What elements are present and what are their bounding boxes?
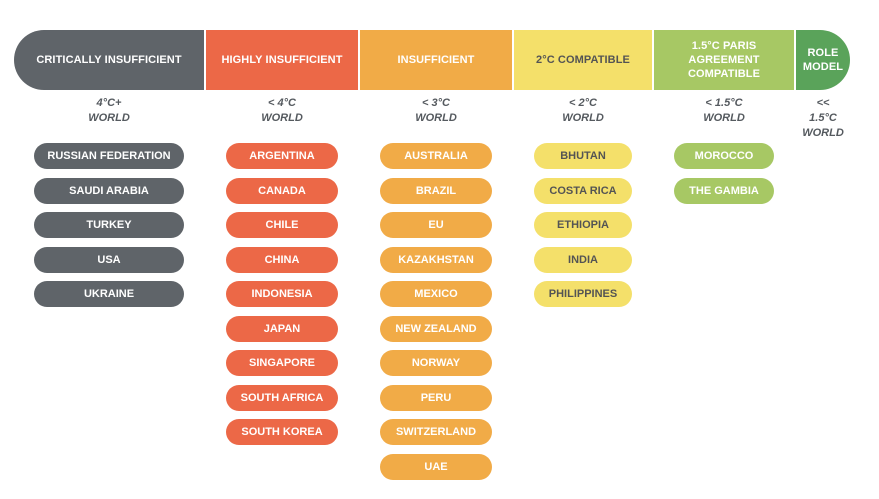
world-label-role-model: << 1.5°C WORLD	[802, 97, 844, 139]
country-pill: BHUTAN	[534, 143, 632, 169]
country-pill: SINGAPORE	[226, 350, 338, 376]
world-label-critically-insufficient: 4°C+ WORLD	[88, 97, 130, 124]
country-pill: CHINA	[226, 246, 338, 273]
country-pill: RUSSIAN FEDERATION	[34, 143, 184, 169]
country-pill: SAUDI ARABIA	[34, 177, 184, 204]
country-list-critically-insufficient: RUSSIAN FEDERATION SAUDI ARABIA TURKEY USA U…	[34, 143, 184, 316]
header-paris-compatible: 1.5°C PARIS AGREEMENT COMPATIBLE	[654, 30, 794, 90]
country-pill: UKRAINE	[34, 281, 184, 307]
country-pill: PHILIPPINES	[534, 281, 632, 307]
country-pill: USA	[34, 246, 184, 273]
world-label-paris-compatible: < 1.5°C WORLD	[703, 97, 745, 124]
country-pill: NORWAY	[380, 350, 492, 376]
column-critically-insufficient: 4°C+ WORLD RUSSIAN FEDERATION SAUDI ARABIA…	[14, 96, 204, 488]
header-highly-insufficient: HIGHLY INSUFFICIENT	[206, 30, 358, 90]
country-pill: SOUTH KOREA	[226, 419, 338, 445]
header-insufficient: INSUFFICIENT	[360, 30, 512, 90]
header-role-model: ROLE MODEL	[796, 30, 850, 90]
rating-columns: 4°C+ WORLD RUSSIAN FEDERATION SAUDI ARABIA…	[14, 96, 850, 488]
column-insufficient: < 3°C WORLD AUSTRALIA BRAZIL EU KAZAKHSTAN ME…	[360, 96, 512, 488]
header-critically-insufficient: CRITICALLY INSUFFICIENT	[14, 30, 204, 90]
country-pill: EU	[380, 212, 492, 238]
country-pill: ARGENTINA	[226, 143, 338, 169]
country-pill: INDONESIA	[226, 281, 338, 307]
header-two-degree-compatible: 2°C COMPATIBLE	[514, 30, 652, 90]
column-paris-compatible: < 1.5°C WORLD MOROCCO THE GAMBIA	[654, 96, 794, 488]
world-label-insufficient: < 3°C WORLD	[415, 97, 457, 124]
country-list-paris-compatible: MOROCCO THE GAMBIA	[674, 143, 774, 212]
country-pill: KAZAKHSTAN	[380, 246, 492, 273]
country-pill: PERU	[380, 384, 492, 411]
country-pill: MEXICO	[380, 281, 492, 307]
column-highly-insufficient: < 4°C WORLD ARGENTINA CANADA CHILE CHINA INDO…	[206, 96, 358, 488]
country-pill: AUSTRALIA	[380, 143, 492, 169]
country-pill: NEW ZEALAND	[380, 315, 492, 342]
world-label-highly-insufficient: < 4°C WORLD	[261, 97, 303, 124]
world-label-two-degree-compatible: < 2°C WORLD	[562, 97, 604, 124]
country-list-insufficient: AUSTRALIA BRAZIL EU KAZAKHSTAN MEXICO NEW ZEA…	[380, 143, 492, 488]
country-list-highly-insufficient: ARGENTINA CANADA CHILE CHINA INDONESIA JAPAN S…	[226, 143, 338, 454]
country-pill: THE GAMBIA	[674, 177, 774, 204]
country-pill: UAE	[380, 453, 492, 480]
country-pill: CHILE	[226, 212, 338, 238]
country-pill: TURKEY	[34, 212, 184, 238]
country-pill: ETHIOPIA	[534, 212, 632, 238]
country-pill: INDIA	[534, 246, 632, 273]
country-pill: SWITZERLAND	[380, 419, 492, 445]
rating-header-bar: CRITICALLY INSUFFICIENT HIGHLY INSUFFICIE…	[14, 30, 850, 90]
country-pill: COSTA RICA	[534, 177, 632, 204]
column-two-degree-compatible: < 2°C WORLD BHUTAN COSTA RICA ETHIOPIA INDIA…	[514, 96, 652, 488]
country-pill: MOROCCO	[674, 143, 774, 169]
country-pill: CANADA	[226, 177, 338, 204]
column-role-model: << 1.5°C WORLD	[796, 96, 850, 488]
country-pill: BRAZIL	[380, 177, 492, 204]
country-pill: SOUTH AFRICA	[226, 384, 338, 411]
country-list-two-degree-compatible: BHUTAN COSTA RICA ETHIOPIA INDIA PHILIPPINES	[534, 143, 632, 316]
country-pill: JAPAN	[226, 315, 338, 342]
